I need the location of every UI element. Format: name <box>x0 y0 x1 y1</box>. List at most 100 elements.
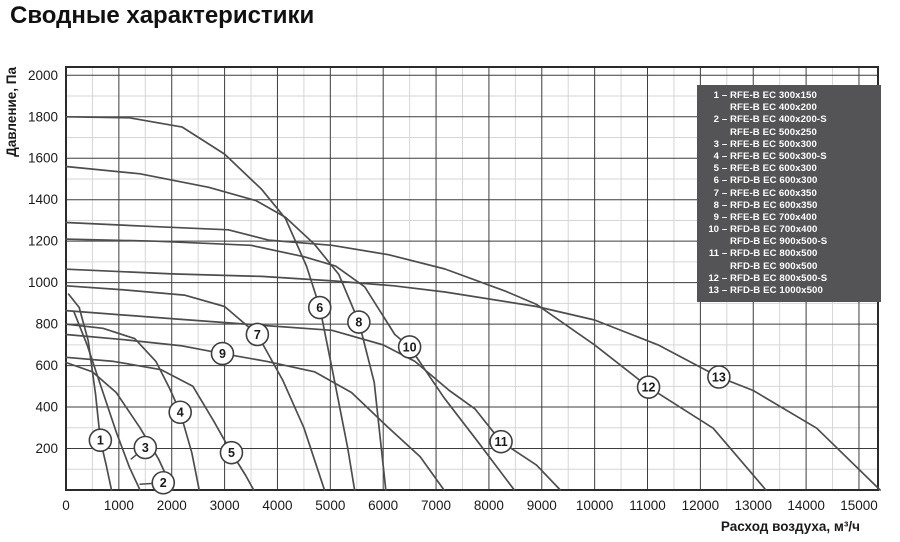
legend-num: 7 <box>713 187 719 199</box>
legend-dash: – <box>721 150 728 162</box>
legend-num: 8 <box>713 199 719 211</box>
x-tick-label: 12000 <box>682 498 720 513</box>
y-tick-label: 200 <box>35 441 58 456</box>
curve-label-number-3: 3 <box>142 441 149 455</box>
legend-dash: – <box>721 114 728 126</box>
legend-dash: – <box>721 248 728 260</box>
curve-11 <box>65 309 562 491</box>
legend-num: 3 <box>713 138 719 150</box>
legend-row-0: 1– RFE-B EC 300x150 <box>697 90 881 102</box>
x-tick-label: 7000 <box>421 498 451 513</box>
curve-label-number-2: 2 <box>160 476 167 490</box>
curve-label-circle-11 <box>489 429 513 454</box>
curve-5 <box>65 356 255 491</box>
legend-dash: – <box>721 163 728 175</box>
legend-dash: – <box>721 138 728 150</box>
legend-dash: – <box>721 285 728 296</box>
x-tick-label: 11000 <box>629 498 666 513</box>
x-tick-label: 8000 <box>474 498 504 513</box>
legend-dash: – <box>721 272 728 284</box>
legend-model-name: RFE-B EC 500x250 <box>730 126 817 138</box>
legend-model-name: RFE-B EC 700x400 <box>730 211 817 223</box>
y-axis-ticks: 200 400 600 800 1000 1200 1400 1600 1800 2000 <box>28 68 58 456</box>
grid-major <box>66 67 878 490</box>
legend-model-name: RFD-B EC 800x500-S <box>730 272 828 284</box>
curve-label-circle-8 <box>347 310 371 334</box>
curve-label-circle-7 <box>245 322 270 347</box>
y-tick-label: 400 <box>35 400 58 415</box>
legend-row-9: 8– RFD-B EC 600x350 <box>697 200 881 212</box>
legend-dash: – <box>721 224 728 236</box>
y-tick-label: 600 <box>35 358 58 373</box>
legend-model-name: RFE-B EC 400x200 <box>730 102 817 114</box>
page-title: Сводные характеристики <box>10 2 315 29</box>
y-axis-title: Давление, Па <box>4 67 19 157</box>
legend-row-6: 5– RFE-B EC 600x300 <box>697 163 881 175</box>
curve-2 <box>73 310 141 491</box>
curve-1 <box>67 293 113 491</box>
curve-label-number-9: 9 <box>219 347 226 361</box>
curve-label-circle-5 <box>219 440 244 465</box>
curve-label-circle-4 <box>168 400 192 425</box>
curve-label-number-6: 6 <box>316 301 323 315</box>
curve-label-number-13: 13 <box>712 370 726 384</box>
legend-row-11: 10– RFD-B EC 700x400 <box>697 224 881 236</box>
legend-dash: – <box>721 90 728 101</box>
curve-label-circle-3 <box>133 435 158 460</box>
y-tick-label: 1000 <box>28 275 58 290</box>
legend-row-1: RFE-B EC 400x200 <box>697 102 881 114</box>
legend-row-4: 3– RFE-B EC 500x300 <box>697 139 881 151</box>
legend-num: 12 <box>708 272 719 284</box>
curve-label-number-11: 11 <box>494 435 507 449</box>
legend-num: 2 <box>713 114 719 126</box>
legend-num: 5 <box>713 163 719 175</box>
legend-model-name: RFD-B EC 900x500 <box>730 260 818 272</box>
x-tick-label: 0 <box>62 498 70 513</box>
legend-row-14: RFD-B EC 900x500 <box>697 261 881 273</box>
legend-model-name: RFD-B EC 1000x500 <box>730 285 823 296</box>
y-tick-label: 1800 <box>28 109 58 124</box>
legend-dash: – <box>721 175 728 187</box>
curve-label-number-12: 12 <box>642 381 656 395</box>
legend-row-5: 4– RFE-B EC 500x300-S <box>697 151 881 163</box>
x-tick-label: 14000 <box>787 498 825 513</box>
x-tick-label: 3000 <box>210 498 240 513</box>
y-tick-label: 1400 <box>28 192 58 207</box>
legend-row-3: RFE-B EC 500x250 <box>697 127 881 139</box>
curve-8 <box>65 165 387 491</box>
curve-7 <box>65 284 326 491</box>
curve-label-circle-9 <box>210 341 235 366</box>
legend-row-12: RFD-B EC 900x500-S <box>697 236 881 248</box>
curve-3 <box>65 361 174 491</box>
legend-row-15: 12– RFD-B EC 800x500-S <box>697 273 881 285</box>
legend-num: 9 <box>713 211 719 223</box>
y-tick-label: 1200 <box>28 234 58 249</box>
curve-label-circle-2 <box>151 470 176 495</box>
x-tick-label: 1000 <box>104 498 134 513</box>
x-tick-label: 6000 <box>368 498 398 513</box>
curve-label-circle-6 <box>307 295 332 320</box>
curve-label-number-1: 1 <box>97 434 104 448</box>
curve-label-circle-12 <box>636 375 661 399</box>
curve-label-circle-10 <box>397 335 422 359</box>
curve-label-circle-13 <box>707 365 731 389</box>
legend-model-name: RFD-B EC 600x350 <box>730 199 818 211</box>
curve-label-number-5: 5 <box>228 446 235 460</box>
x-tick-label: 13000 <box>734 498 772 513</box>
legend-model-name: RFE-B EC 500x300-S <box>730 150 827 162</box>
legend-row-16: 13– RFD-B EC 1000x500 <box>697 285 881 297</box>
legend-num: 4 <box>713 150 719 162</box>
curve-label-number-10: 10 <box>403 340 417 354</box>
legend-model-name: RFE-B EC 500x300 <box>730 138 817 150</box>
legend-num: 10 <box>708 224 719 236</box>
curve-10 <box>65 238 516 491</box>
x-tick-label: 10000 <box>576 498 614 513</box>
y-tick-label: 800 <box>35 317 58 332</box>
curve-label-circle-1 <box>88 428 113 453</box>
x-tick-label: 4000 <box>262 498 292 513</box>
legend-num: 1 <box>713 90 719 101</box>
legend-model-name: RFD-B EC 600x300 <box>730 175 818 187</box>
y-tick-label: 2000 <box>28 68 58 83</box>
y-tick-label: 1600 <box>28 151 58 166</box>
